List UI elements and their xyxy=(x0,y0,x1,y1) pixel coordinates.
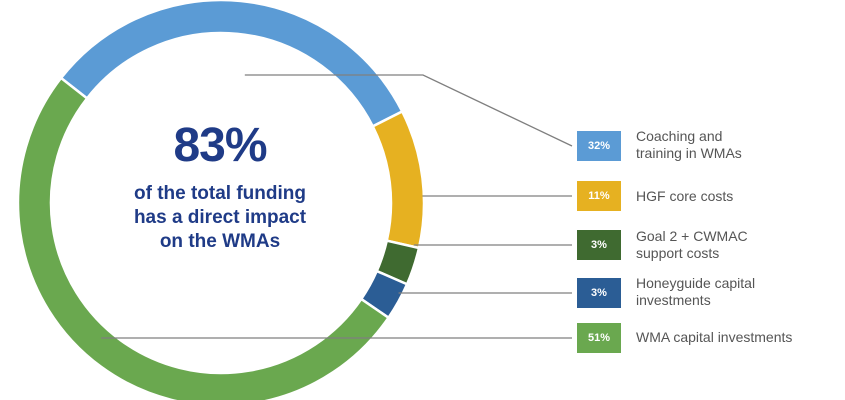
center-percentage: 83% xyxy=(173,119,267,172)
legend-box-coaching: 32% xyxy=(577,131,621,161)
legend-label-hgf-core: HGF core costs xyxy=(636,188,836,205)
legend-label-goal2: Goal 2 + CWMAC support costs xyxy=(636,228,836,262)
legend-label-line: Coaching and xyxy=(636,128,723,144)
legend-label-line: WMA capital investments xyxy=(636,329,793,345)
leader-line-coaching xyxy=(244,74,573,147)
donut-slice-coaching xyxy=(59,0,404,129)
donut-slice-hgf-core xyxy=(371,109,426,250)
legend-box-goal2: 3% xyxy=(577,230,621,260)
legend-box-wma-capital: 51% xyxy=(577,323,621,353)
center-text-line-2: has a direct impact xyxy=(133,207,307,228)
legend-label-wma-capital: WMA capital investments xyxy=(636,329,836,346)
legend-label-line: training in WMAs xyxy=(636,145,742,161)
legend-label-line: Goal 2 + CWMAC xyxy=(636,228,748,244)
legend-label-line: investments xyxy=(636,292,711,308)
legend-label-line: Honeyguide capital xyxy=(636,275,756,291)
legend-label-honeyguide: Honeyguide capital investments xyxy=(636,275,836,309)
legend-label-line: HGF core costs xyxy=(636,188,734,204)
center-text-line-1: of the total funding xyxy=(133,183,306,204)
legend-label-coaching: Coaching and training in WMAs xyxy=(636,128,836,162)
legend-label-line: support costs xyxy=(636,245,720,261)
legend-box-hgf-core: 11% xyxy=(577,181,621,211)
legend-box-honeyguide: 3% xyxy=(577,278,621,308)
center-text-line-3: on the WMAs xyxy=(159,231,281,252)
donut-slice-wma-capital xyxy=(16,76,391,400)
